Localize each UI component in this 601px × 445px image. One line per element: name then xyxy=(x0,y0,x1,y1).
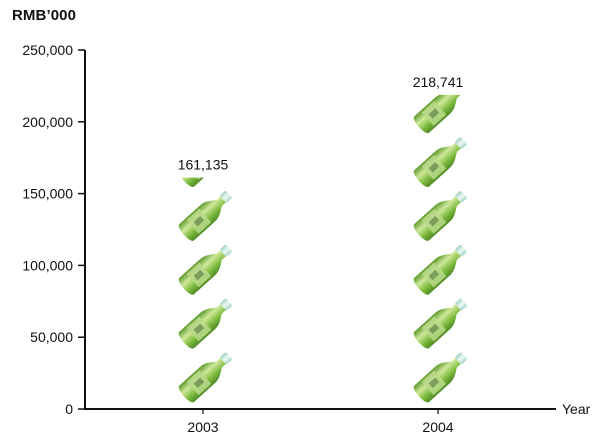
y-tick-label: 100,000 xyxy=(22,257,73,273)
green-tea-bottle-icon xyxy=(411,132,472,190)
pictograph-bar-2003 xyxy=(176,78,237,405)
y-tick-label: 0 xyxy=(65,401,73,417)
green-tea-bottle-icon xyxy=(411,347,472,405)
axes xyxy=(78,49,556,414)
x-tick-label: 2003 xyxy=(187,419,218,435)
green-tea-bottle-icon xyxy=(176,239,237,297)
y-tick-label: 200,000 xyxy=(22,114,73,130)
green-tea-bottle-icon xyxy=(176,185,237,243)
y-tick-label: 150,000 xyxy=(22,186,73,202)
y-axis-unit-label: RMB’000 xyxy=(12,7,77,24)
data-label: 161,135 xyxy=(178,157,229,173)
green-tea-bottle-icon xyxy=(176,347,237,405)
x-tick-label: 2004 xyxy=(422,419,453,435)
y-tick-label: 50,000 xyxy=(30,329,73,345)
x-axis-title: Year xyxy=(562,401,591,417)
green-tea-bottle-icon xyxy=(411,293,472,351)
data-label: 218,741 xyxy=(413,74,464,90)
y-tick-label: 250,000 xyxy=(22,42,73,58)
green-tea-bottle-icon xyxy=(412,24,472,81)
green-tea-bottle-icon xyxy=(411,239,472,297)
green-tea-bottle-icon xyxy=(176,293,237,351)
labels: 0 50,000 100,000 150,000 200,000 250,000 2003 2… xyxy=(22,42,590,435)
green-tea-bottle-icon xyxy=(411,185,472,243)
green-tea-bottle-icon xyxy=(177,78,237,135)
